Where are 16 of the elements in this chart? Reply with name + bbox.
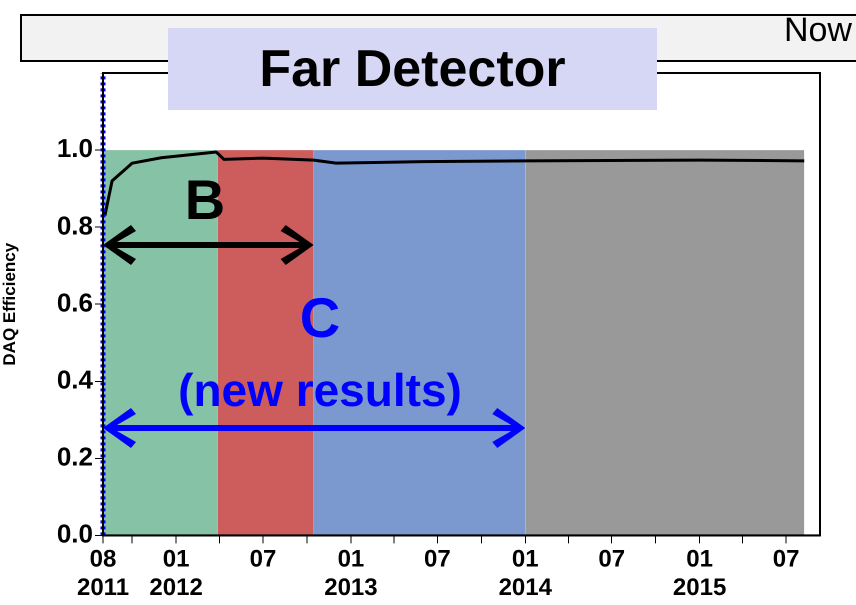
y-tick-label: 0.4: [56, 364, 94, 394]
y-tick-label: 0.6: [56, 287, 93, 318]
annotation: B: [184, 168, 226, 231]
x-tick-label: 07: [598, 545, 626, 572]
y-tick-label: 0.8: [56, 210, 93, 240]
x-tick-label: 07: [424, 545, 451, 572]
x-tick-label: 01 2014: [498, 545, 553, 602]
y-tick-label: 1.0: [56, 133, 93, 164]
x-tick-label: 07: [772, 545, 800, 572]
x-tick-label: 01 2012: [149, 545, 203, 602]
text: Now: [784, 10, 852, 50]
y-axis-title: DAQ Efficiency: [0, 242, 19, 366]
x-tick-label: 07: [250, 545, 276, 572]
y-tick-label: 0.2: [56, 442, 93, 472]
x-tick-label: 01 2013: [324, 545, 378, 602]
x-tick-label: 01 2015: [672, 545, 726, 602]
